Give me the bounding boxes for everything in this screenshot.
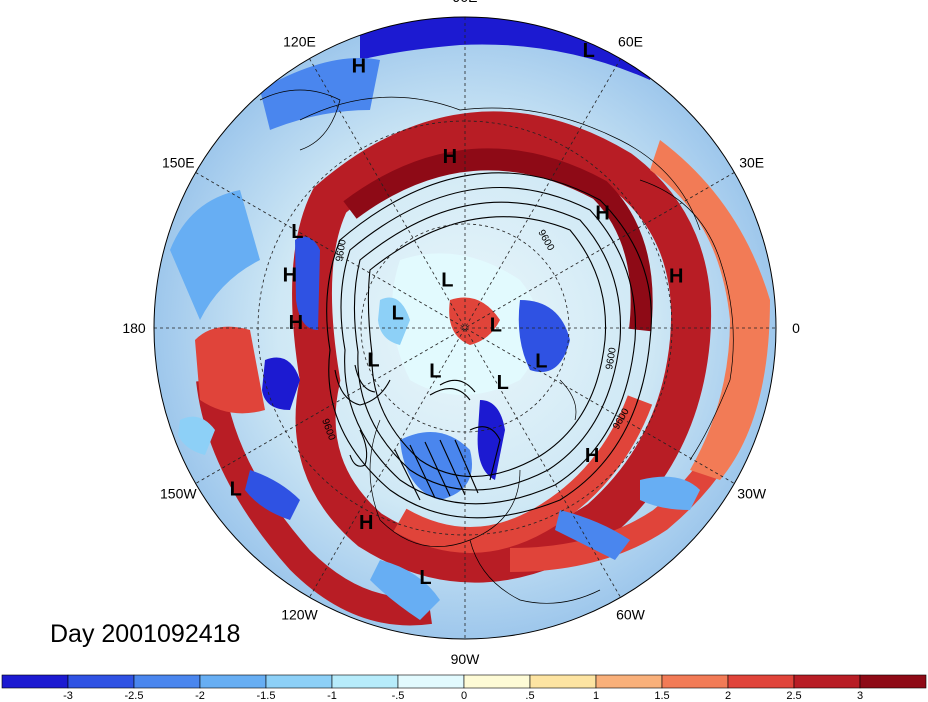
high-pressure-marker: H bbox=[359, 512, 373, 534]
contour-label: 9600 bbox=[334, 238, 349, 262]
colorbar-tick-label: -3 bbox=[63, 690, 73, 702]
longitude-label: 90W bbox=[451, 651, 481, 667]
coastlines bbox=[259, 89, 734, 604]
low-pressure-marker: L bbox=[583, 40, 595, 62]
height-contours bbox=[326, 172, 652, 519]
longitude-label: 30W bbox=[737, 486, 767, 502]
high-pressure-marker: H bbox=[669, 265, 683, 287]
low-pressure-marker: L bbox=[291, 221, 303, 243]
colorbar: -3 -2.5 -2 -1.5 -1 -.5 0 .5 1 1.5 2 2.5 3 bbox=[1, 674, 927, 702]
colorbar-swatch bbox=[331, 674, 399, 689]
colorbar-tick-label: 3 bbox=[857, 690, 863, 702]
low-pressure-marker: L bbox=[497, 372, 509, 394]
longitude-label: 120E bbox=[283, 33, 316, 49]
colorbar-tick-label: 2 bbox=[725, 690, 731, 702]
colorbar-tick-label: 2.5 bbox=[786, 690, 801, 702]
colorbar-tick-label: -1.5 bbox=[257, 690, 276, 702]
low-pressure-marker: L bbox=[367, 350, 379, 372]
colorbar-swatch bbox=[529, 674, 597, 689]
graticule bbox=[154, 17, 776, 639]
colorbar-tick-label: 1 bbox=[593, 690, 599, 702]
low-pressure-marker: L bbox=[429, 361, 441, 383]
colorbar-tick-label: -2 bbox=[195, 690, 205, 702]
colorbar-swatch bbox=[199, 674, 267, 689]
colorbar-swatch bbox=[859, 674, 927, 689]
colorbar-swatch bbox=[1, 674, 69, 689]
colorbar-swatch bbox=[595, 674, 663, 689]
colorbar-swatch bbox=[397, 674, 465, 689]
low-pressure-marker: L bbox=[535, 350, 547, 372]
longitude-label: 180 bbox=[122, 320, 146, 336]
contour-label: 9600 bbox=[604, 346, 619, 370]
longitude-label: 120W bbox=[281, 607, 318, 623]
longitude-label: 90E bbox=[453, 0, 478, 5]
low-pressure-marker: L bbox=[441, 269, 453, 291]
colorbar-swatch bbox=[793, 674, 861, 689]
high-pressure-marker: H bbox=[443, 146, 457, 168]
high-pressure-marker: H bbox=[283, 265, 297, 287]
low-pressure-marker: L bbox=[490, 315, 502, 337]
longitude-label: 30E bbox=[739, 155, 764, 171]
colorbar-swatch bbox=[727, 674, 795, 689]
colorbar-tick-label: -2.5 bbox=[125, 690, 144, 702]
colorbar-tick-label: .5 bbox=[525, 690, 534, 702]
colorbar-swatch bbox=[133, 674, 201, 689]
longitude-labels: 90E 60E 30E 0 30W 60W 90W 120W 150W 180 150E 120E bbox=[122, 0, 800, 667]
colorbar-swatch bbox=[463, 674, 531, 689]
colorbar-tick-label: -.5 bbox=[392, 690, 405, 702]
colorbar-tick-label: 0 bbox=[461, 690, 467, 702]
longitude-label: 60E bbox=[618, 33, 643, 49]
colorbar-swatch bbox=[67, 674, 135, 689]
longitude-label: 150E bbox=[162, 155, 195, 171]
longitude-label: 60W bbox=[616, 607, 646, 623]
low-pressure-marker: L bbox=[392, 303, 404, 325]
high-pressure-marker: H bbox=[289, 312, 303, 334]
day-title: Day 2001092418 bbox=[50, 620, 241, 648]
colorbar-swatch bbox=[265, 674, 333, 689]
longitude-label: 150W bbox=[160, 486, 197, 502]
colorbar-tick-label: 1.5 bbox=[654, 690, 669, 702]
low-pressure-marker: L bbox=[419, 567, 431, 589]
low-pressure-marker: L bbox=[230, 479, 242, 501]
colorbar-swatch bbox=[661, 674, 729, 689]
longitude-label: 0 bbox=[792, 320, 800, 336]
anomaly-field bbox=[170, 17, 770, 626]
high-pressure-marker: H bbox=[585, 445, 599, 467]
high-pressure-marker: H bbox=[352, 55, 366, 77]
high-pressure-marker: H bbox=[595, 203, 609, 225]
map-border bbox=[153, 16, 777, 640]
colorbar-tick-label: -1 bbox=[327, 690, 337, 702]
